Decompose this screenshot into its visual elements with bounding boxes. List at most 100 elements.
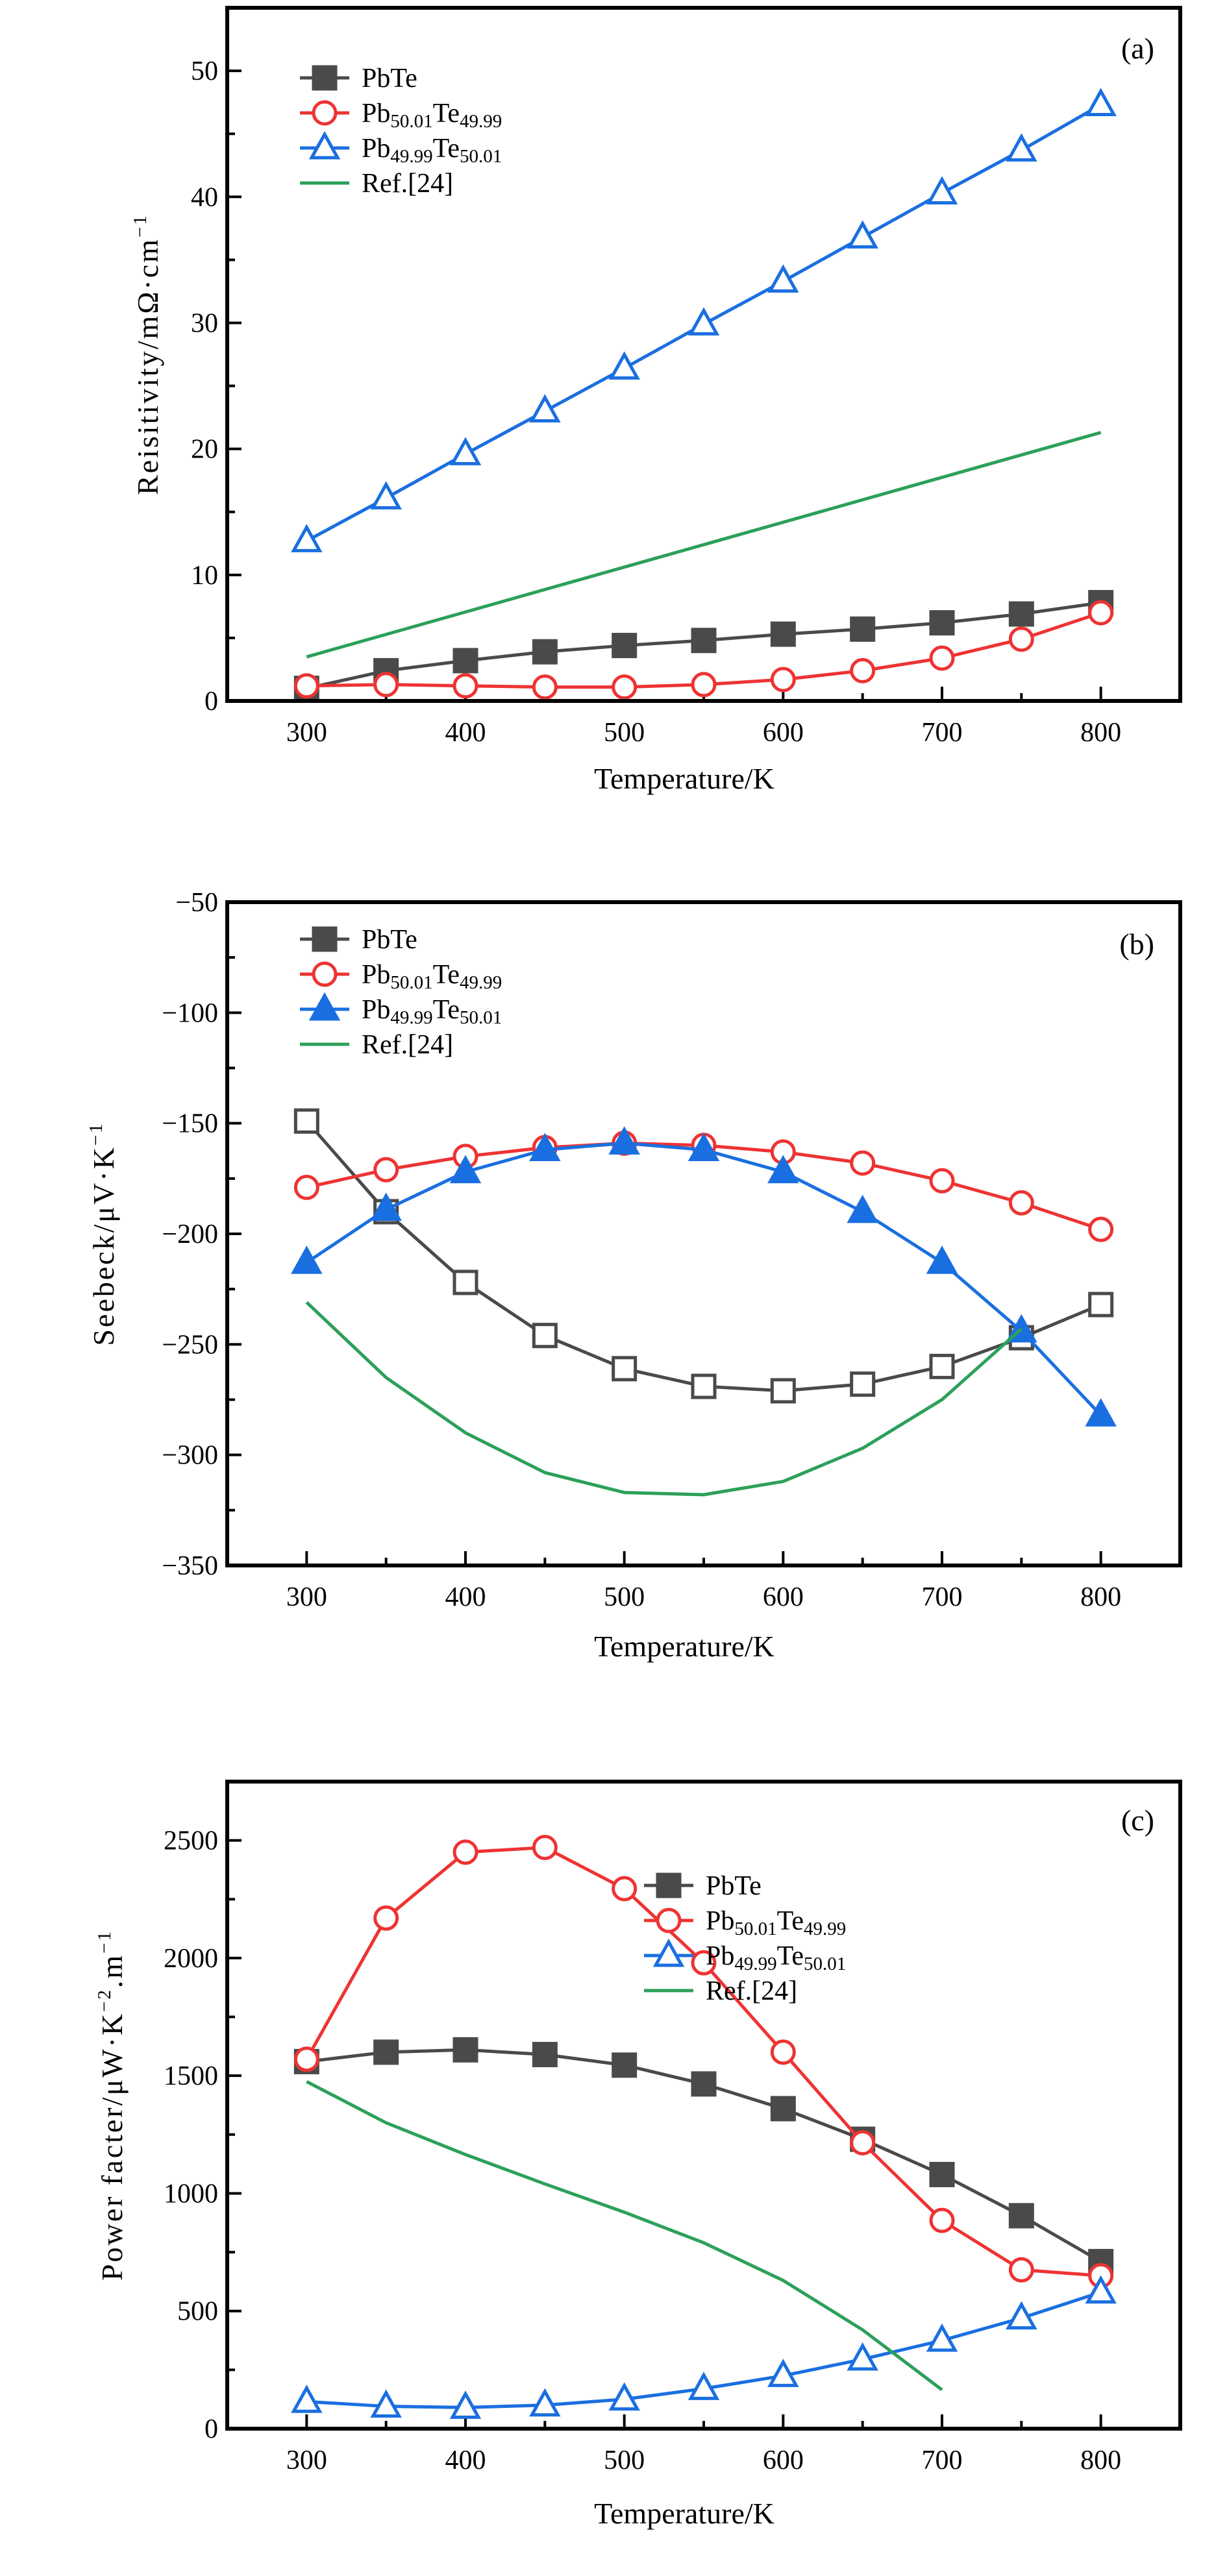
- data-point: [452, 673, 478, 699]
- series-line: [305, 1846, 1101, 2277]
- legend-marker: [312, 100, 338, 126]
- legend-label-part: 49.99: [734, 1954, 776, 1974]
- chart-panel-b: 300 400 500 600 700 800 −350 −300 −250 −200 −150 −1…: [86, 888, 1182, 1663]
- data-point: [452, 648, 478, 674]
- legend-item: PbTe: [644, 1871, 762, 1901]
- data-point: [449, 1155, 482, 1184]
- y-axis-title-group: Seebeck/μV·K−1: [86, 1122, 120, 1345]
- data-point: [293, 1174, 319, 1200]
- legend-label-part: Pb: [706, 1906, 734, 1936]
- legend-item: PbTe: [300, 64, 417, 93]
- series-Ref: [305, 1301, 1022, 1497]
- series-Pb50.01Te49.99: [293, 1835, 1114, 2288]
- legend-label-part: 50.01: [390, 111, 432, 132]
- x-tick-label: 300: [286, 2446, 327, 2475]
- data-point: [370, 481, 402, 509]
- legend-label-part: 50.01: [460, 146, 502, 167]
- data-point: [691, 1373, 717, 1399]
- x-tick-label: 300: [286, 718, 327, 748]
- y-tick-label: 1000: [164, 2179, 218, 2209]
- x-tick-label: 300: [286, 1582, 327, 1612]
- series-Pb49.99Te50.01: [291, 1126, 1117, 1427]
- legend-label: PbTe: [362, 925, 417, 955]
- data-point: [770, 2096, 796, 2122]
- legend-item: Pb50.01Te49.99: [300, 99, 502, 132]
- data-point: [767, 1155, 799, 1184]
- legend-label-part: Te: [433, 99, 460, 129]
- x-tick-label: 400: [445, 1582, 486, 1612]
- data-point: [373, 1157, 399, 1183]
- data-point: [850, 616, 876, 642]
- data-point: [929, 645, 955, 671]
- legend-label-part: Ref.[24]: [362, 169, 453, 199]
- legend-label-part: Te: [433, 134, 460, 164]
- data-point: [532, 1835, 558, 1861]
- y-axis-title-part: Power facter/μW·K: [95, 2012, 129, 2281]
- data-point: [1008, 626, 1034, 652]
- data-point: [850, 2130, 876, 2156]
- data-point: [767, 264, 799, 293]
- data-point: [532, 1323, 558, 1349]
- data-point: [770, 2039, 796, 2065]
- legend-item: Pb50.01Te49.99: [300, 960, 502, 993]
- data-point: [1008, 2257, 1034, 2283]
- data-point: [612, 1356, 638, 1382]
- y-tick-label: 30: [191, 308, 218, 338]
- panel-label: (c): [1121, 1804, 1154, 1837]
- data-point: [691, 672, 717, 698]
- data-point: [532, 639, 558, 665]
- data-point: [1008, 2203, 1034, 2229]
- data-point: [612, 1876, 638, 1902]
- legend-item: Pb50.01Te49.99: [644, 1906, 846, 1939]
- data-point: [1085, 88, 1117, 117]
- data-point: [691, 2071, 717, 2097]
- legend-label-part: Te: [433, 995, 460, 1025]
- data-point: [770, 621, 796, 647]
- data-point: [608, 2382, 640, 2411]
- legend-label-part: 50.01: [804, 1954, 846, 1974]
- plot-frame: [225, 900, 1182, 1567]
- legend-label-part: Pb: [362, 99, 390, 129]
- legend-label-part: 50.01: [390, 972, 432, 993]
- legend-label: Pb49.99Te50.01: [362, 134, 502, 167]
- legend-label-part: 49.99: [390, 146, 432, 167]
- data-point: [688, 2372, 720, 2400]
- legend-item: Pb49.99Te50.01: [300, 130, 502, 167]
- data-point: [529, 1133, 561, 1162]
- legend-label-part: Pb: [362, 960, 390, 990]
- data-point: [847, 2342, 878, 2371]
- plot-frame: [225, 1780, 1182, 2431]
- data-point: [532, 2042, 558, 2068]
- data-point: [452, 1839, 478, 1865]
- data-point: [532, 674, 558, 700]
- legend-label-part: PbTe: [706, 1871, 762, 1901]
- x-axis-title: Temperature/K: [594, 2497, 775, 2530]
- y-axis-title: Seebeck/μV·K−1: [86, 1122, 120, 1345]
- data-point: [373, 672, 399, 698]
- data-point: [770, 667, 796, 693]
- legend-marker: [308, 992, 341, 1021]
- data-point: [850, 1150, 876, 1176]
- series-Pb49.99Te50.01: [291, 2275, 1117, 2419]
- legend-label: PbTe: [706, 1871, 762, 1901]
- legend-marker: [312, 926, 338, 952]
- legend-label: PbTe: [362, 64, 417, 93]
- data-point: [1008, 1190, 1034, 1216]
- legend-label: Ref.[24]: [362, 169, 453, 199]
- y-axis-title-part: −1: [86, 1122, 106, 1146]
- x-tick-label: 700: [922, 2446, 963, 2475]
- series-Pb50.01Te49.99: [293, 600, 1114, 700]
- legend-marker: [312, 65, 338, 91]
- y-tick-label: 1500: [164, 2061, 218, 2091]
- x-tick-label: 600: [763, 718, 804, 748]
- y-tick-label: −350: [162, 1551, 218, 1581]
- data-point: [767, 2359, 799, 2387]
- legend-label-part: 50.01: [460, 1007, 502, 1028]
- x-tick-label: 800: [1080, 1582, 1121, 1612]
- data-point: [529, 2388, 561, 2417]
- data-point: [612, 2052, 638, 2078]
- y-tick-label: −100: [162, 998, 218, 1028]
- legend-label: Pb50.01Te49.99: [362, 99, 502, 132]
- data-point: [608, 351, 640, 380]
- y-tick-label: 50: [191, 56, 218, 86]
